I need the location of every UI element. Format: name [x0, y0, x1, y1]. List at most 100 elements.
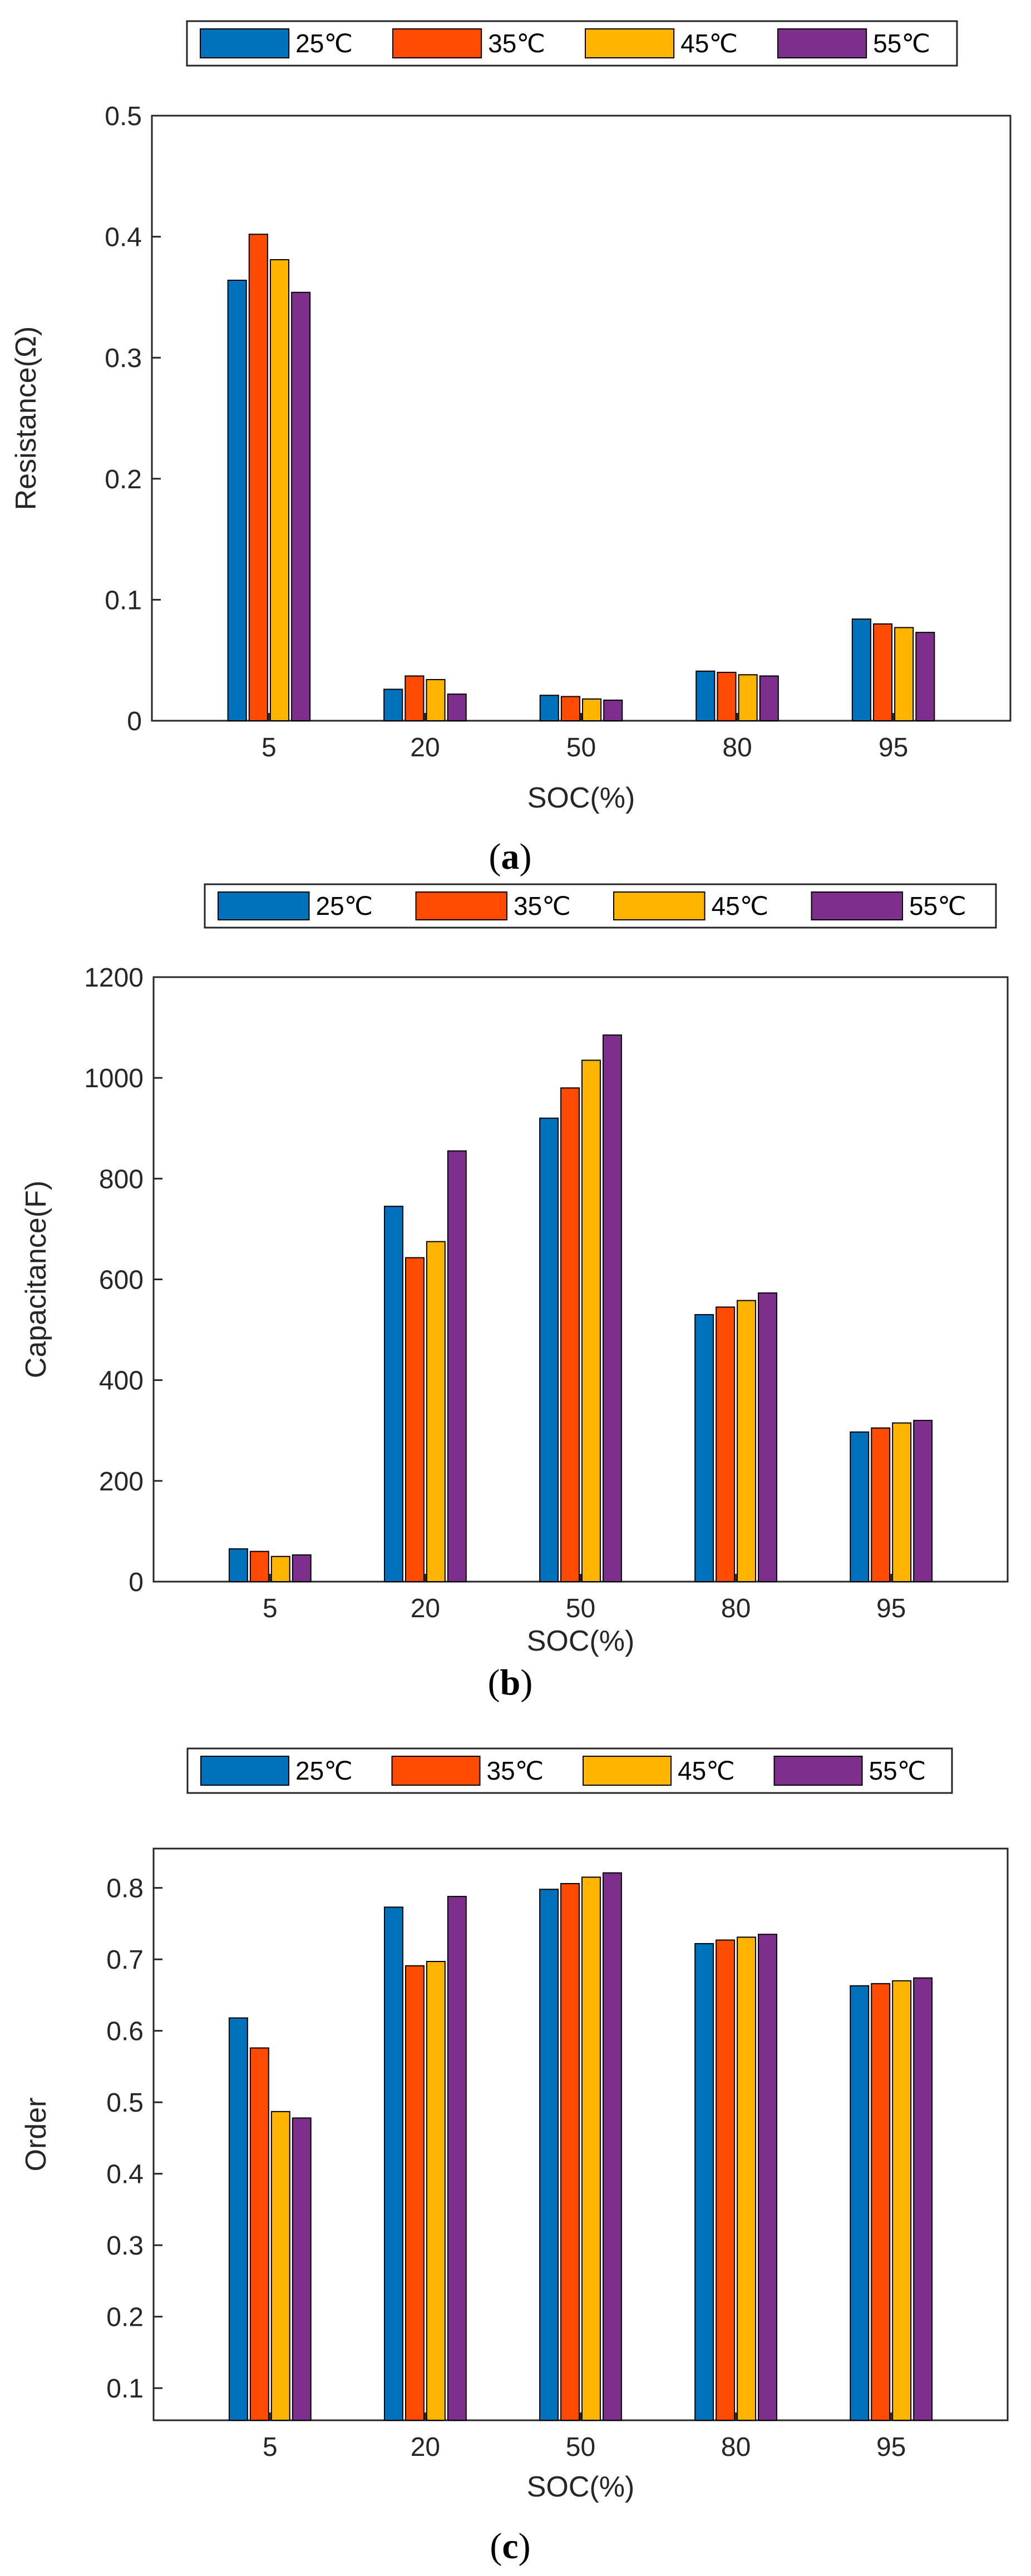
y-tick-label: 200 — [99, 1467, 144, 1497]
legend-label-series1: 25℃ — [295, 1756, 353, 1785]
y-tick-label: 600 — [99, 1266, 144, 1295]
bar-soc80-series3 — [737, 1936, 757, 2421]
legend-label-series4: 55℃ — [909, 891, 966, 920]
bar-soc20-series2 — [404, 675, 425, 722]
bar-soc5-series2 — [249, 1550, 269, 1582]
bar-soc50-series3 — [582, 698, 602, 722]
bar-soc20-series2 — [404, 1257, 425, 1582]
bar-soc95-series3 — [892, 1980, 912, 2421]
legend-label-series3: 45℃ — [680, 29, 738, 58]
legend-label-series2: 35℃ — [514, 891, 571, 920]
bar-soc80-series4 — [758, 1934, 777, 2421]
resistance-chart-panel: 5 20 50 80 95 0 0.1 0.2 0.3 0.4 0.5 SOC(%) Resistanc… — [10, 20, 1012, 814]
bar-soc80-series1 — [695, 670, 716, 722]
bar-soc95-series2 — [871, 1427, 891, 1583]
bar-soc95-series2 — [872, 623, 893, 722]
x-axis-label: SOC(%) — [527, 782, 635, 814]
bar-soc20-series3 — [426, 1241, 446, 1582]
legend-label-series4: 55℃ — [873, 29, 930, 58]
y-tick-label: 1200 — [84, 963, 144, 993]
bar-soc50-series2 — [560, 1087, 580, 1582]
x-tick-label: 95 — [879, 733, 908, 762]
y-tick-label: 0.6 — [106, 2017, 144, 2047]
y-tick-label: 1000 — [84, 1064, 144, 1093]
legend-swatch-series1 — [200, 28, 290, 58]
legend-label-series1: 25℃ — [295, 29, 353, 58]
bar-soc20-series4 — [447, 693, 467, 722]
bar-soc20-series1 — [384, 1906, 403, 2421]
bar-soc95-series4 — [913, 1420, 933, 1582]
x-tick-label: 80 — [721, 2433, 751, 2462]
bar-soc95-series4 — [913, 1977, 933, 2421]
bar-soc50-series4 — [603, 700, 623, 722]
bar-soc5-series3 — [270, 2111, 290, 2421]
bar-soc20-series4 — [447, 1150, 467, 1582]
bar-soc50-series4 — [602, 1872, 622, 2421]
legend-swatch-series2 — [391, 1756, 481, 1786]
bar-soc50-series1 — [539, 1117, 559, 1582]
bar-soc20-series4 — [447, 1896, 467, 2421]
legend-swatch-series3 — [585, 28, 675, 58]
legend-label-series2: 35℃ — [488, 29, 545, 58]
bar-soc95-series1 — [850, 1431, 870, 1583]
bar-soc20-series1 — [384, 1206, 403, 1582]
y-tick-label: 0.1 — [105, 586, 142, 615]
legend-label-series3: 45℃ — [678, 1756, 735, 1785]
x-tick-label: 50 — [566, 1594, 595, 1623]
bar-soc5-series1 — [228, 2017, 248, 2421]
legend-swatch-series3 — [613, 891, 706, 920]
y-tick-label: 0.2 — [105, 465, 142, 494]
legend-label-series3: 45℃ — [712, 891, 769, 920]
caption-c: (c) — [490, 2526, 530, 2567]
bar-soc50-series1 — [539, 1889, 559, 2421]
y-tick-label: 400 — [99, 1366, 144, 1396]
bar-soc5-series1 — [227, 279, 247, 722]
bar-soc80-series1 — [694, 1943, 714, 2421]
bar-soc5-series4 — [292, 2117, 312, 2421]
bar-soc95-series1 — [850, 1985, 870, 2421]
bar-soc95-series2 — [871, 1983, 891, 2421]
y-tick-label: 0.7 — [106, 1945, 144, 1975]
bar-soc80-series4 — [759, 675, 779, 722]
bar-soc5-series2 — [248, 234, 268, 721]
order-chart-panel: 5 20 50 80 95 0.1 0.2 0.3 0.4 0.5 0.6 0.7 0.8 SOC(%) O… — [20, 1747, 1009, 2503]
x-tick-label: 5 — [262, 733, 277, 762]
y-tick-label: 0 — [127, 707, 142, 736]
y-tick-label: 0.8 — [106, 1874, 144, 1904]
x-tick-label: 50 — [566, 2433, 595, 2462]
bar-soc50-series2 — [560, 1883, 580, 2421]
capacitance-chart-panel: 5 20 50 80 95 0 200 400 600 800 1000 1200 SOC(%) Capa… — [20, 883, 1009, 1657]
bar-soc5-series4 — [291, 291, 311, 721]
bar-soc5-series3 — [269, 259, 290, 722]
bar-soc80-series2 — [717, 671, 737, 721]
bar-soc95-series3 — [892, 1422, 912, 1583]
bar-soc5-series4 — [292, 1554, 312, 1582]
bar-soc20-series2 — [404, 1965, 425, 2421]
legend-swatch-series1 — [218, 891, 310, 920]
y-tick-label: 0.1 — [106, 2374, 144, 2404]
x-tick-label: 95 — [876, 2433, 906, 2462]
x-tick-label: 5 — [263, 1594, 278, 1623]
x-tick-label: 95 — [876, 1594, 906, 1623]
bar-soc50-series3 — [581, 1876, 601, 2421]
bar-soc80-series4 — [758, 1292, 777, 1582]
y-tick-label: 0.5 — [105, 102, 142, 131]
y-tick-label: 800 — [99, 1165, 144, 1194]
y-axis-label: Resistance(Ω) — [10, 326, 42, 511]
bar-soc95-series3 — [894, 627, 914, 721]
y-tick-label: 0.4 — [105, 223, 142, 252]
legend-swatch-series4 — [811, 891, 904, 920]
bar-soc50-series2 — [560, 696, 580, 721]
bar-soc5-series2 — [249, 2047, 269, 2421]
x-tick-label: 50 — [566, 733, 596, 762]
x-tick-label: 20 — [410, 733, 440, 762]
y-tick-label: 0.5 — [106, 2088, 144, 2118]
y-tick-label: 0 — [129, 1568, 144, 1597]
caption-b: (b) — [488, 1662, 533, 1703]
y-axis-label: Order — [20, 2098, 52, 2172]
x-tick-label: 80 — [721, 1594, 751, 1623]
x-axis-label: SOC(%) — [527, 1625, 635, 1657]
x-tick-label: 5 — [263, 2433, 278, 2462]
legend-swatch-series1 — [200, 1756, 290, 1786]
